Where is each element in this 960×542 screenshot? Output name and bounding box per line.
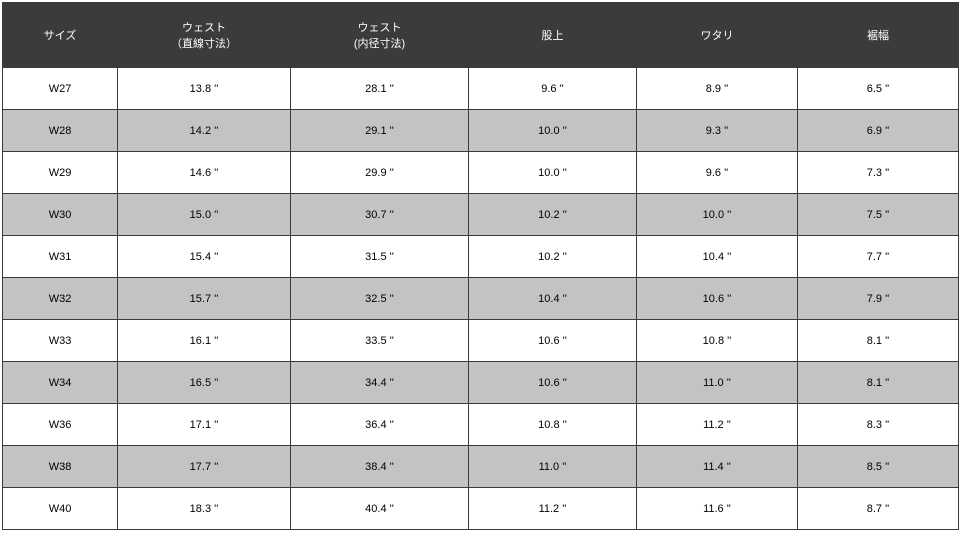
col-header-3: 股上 — [469, 3, 637, 68]
measure-cell: 34.4 '' — [291, 362, 469, 404]
measure-cell: 6.9 '' — [798, 110, 959, 152]
measure-cell: 8.7 '' — [798, 488, 959, 530]
measure-cell: 9.3 '' — [637, 110, 798, 152]
measure-cell: 10.2 '' — [469, 194, 637, 236]
measure-cell: 14.2 '' — [118, 110, 291, 152]
measure-cell: 7.7 '' — [798, 236, 959, 278]
measure-cell: 6.5 '' — [798, 68, 959, 110]
size-chart-table: サイズウェスト （直線寸法）ウェスト (内径寸法)股上ワタリ裾幅 W2713.8… — [2, 2, 959, 530]
table-row: W3316.1 ''33.5 ''10.6 ''10.8 ''8.1 '' — [3, 320, 959, 362]
size-chart-tbody: W2713.8 ''28.1 ''9.6 ''8.9 ''6.5 ''W2814… — [3, 68, 959, 530]
measure-cell: 32.5 '' — [291, 278, 469, 320]
measure-cell: 18.3 '' — [118, 488, 291, 530]
measure-cell: 10.2 '' — [469, 236, 637, 278]
measure-cell: 8.3 '' — [798, 404, 959, 446]
measure-cell: 10.6 '' — [469, 320, 637, 362]
measure-cell: 16.5 '' — [118, 362, 291, 404]
measure-cell: 14.6 '' — [118, 152, 291, 194]
measure-cell: 29.9 '' — [291, 152, 469, 194]
measure-cell: 10.8 '' — [637, 320, 798, 362]
size-chart-thead: サイズウェスト （直線寸法）ウェスト (内径寸法)股上ワタリ裾幅 — [3, 3, 959, 68]
measure-cell: 10.8 '' — [469, 404, 637, 446]
size-cell: W27 — [3, 68, 118, 110]
measure-cell: 7.3 '' — [798, 152, 959, 194]
measure-cell: 10.6 '' — [469, 362, 637, 404]
size-cell: W32 — [3, 278, 118, 320]
table-row: W4018.3 ''40.4 ''11.2 ''11.6 ''8.7 '' — [3, 488, 959, 530]
size-cell: W30 — [3, 194, 118, 236]
col-header-5: 裾幅 — [798, 3, 959, 68]
size-cell: W34 — [3, 362, 118, 404]
table-row: W2713.8 ''28.1 ''9.6 ''8.9 ''6.5 '' — [3, 68, 959, 110]
measure-cell: 9.6 '' — [469, 68, 637, 110]
col-header-1: ウェスト （直線寸法） — [118, 3, 291, 68]
measure-cell: 30.7 '' — [291, 194, 469, 236]
col-header-2: ウェスト (内径寸法) — [291, 3, 469, 68]
measure-cell: 7.5 '' — [798, 194, 959, 236]
table-row: W3617.1 ''36.4 ''10.8 ''11.2 ''8.3 '' — [3, 404, 959, 446]
col-header-4: ワタリ — [637, 3, 798, 68]
table-row: W3215.7 ''32.5 ''10.4 ''10.6 ''7.9 '' — [3, 278, 959, 320]
size-cell: W28 — [3, 110, 118, 152]
measure-cell: 13.8 '' — [118, 68, 291, 110]
header-row: サイズウェスト （直線寸法）ウェスト (内径寸法)股上ワタリ裾幅 — [3, 3, 959, 68]
size-cell: W38 — [3, 446, 118, 488]
measure-cell: 11.0 '' — [637, 362, 798, 404]
measure-cell: 15.4 '' — [118, 236, 291, 278]
table-row: W2814.2 ''29.1 ''10.0 ''9.3 ''6.9 '' — [3, 110, 959, 152]
measure-cell: 8.5 '' — [798, 446, 959, 488]
table-row: W2914.6 ''29.9 ''10.0 ''9.6 ''7.3 '' — [3, 152, 959, 194]
measure-cell: 11.6 '' — [637, 488, 798, 530]
table-row: W3416.5 ''34.4 ''10.6 ''11.0 ''8.1 '' — [3, 362, 959, 404]
measure-cell: 9.6 '' — [637, 152, 798, 194]
measure-cell: 31.5 '' — [291, 236, 469, 278]
measure-cell: 17.7 '' — [118, 446, 291, 488]
measure-cell: 11.2 '' — [469, 488, 637, 530]
measure-cell: 10.6 '' — [637, 278, 798, 320]
measure-cell: 8.9 '' — [637, 68, 798, 110]
size-cell: W31 — [3, 236, 118, 278]
measure-cell: 17.1 '' — [118, 404, 291, 446]
measure-cell: 40.4 '' — [291, 488, 469, 530]
size-cell: W36 — [3, 404, 118, 446]
measure-cell: 10.4 '' — [469, 278, 637, 320]
table-row: W3015.0 ''30.7 ''10.2 ''10.0 ''7.5 '' — [3, 194, 959, 236]
table-row: W3817.7 ''38.4 ''11.0 ''11.4 ''8.5 '' — [3, 446, 959, 488]
measure-cell: 29.1 '' — [291, 110, 469, 152]
size-cell: W29 — [3, 152, 118, 194]
measure-cell: 8.1 '' — [798, 362, 959, 404]
measure-cell: 11.2 '' — [637, 404, 798, 446]
size-cell: W40 — [3, 488, 118, 530]
measure-cell: 11.0 '' — [469, 446, 637, 488]
measure-cell: 8.1 '' — [798, 320, 959, 362]
measure-cell: 16.1 '' — [118, 320, 291, 362]
measure-cell: 11.4 '' — [637, 446, 798, 488]
measure-cell: 10.0 '' — [637, 194, 798, 236]
size-cell: W33 — [3, 320, 118, 362]
measure-cell: 38.4 '' — [291, 446, 469, 488]
measure-cell: 15.7 '' — [118, 278, 291, 320]
measure-cell: 10.0 '' — [469, 152, 637, 194]
measure-cell: 10.0 '' — [469, 110, 637, 152]
measure-cell: 28.1 '' — [291, 68, 469, 110]
measure-cell: 10.4 '' — [637, 236, 798, 278]
measure-cell: 33.5 '' — [291, 320, 469, 362]
col-header-0: サイズ — [3, 3, 118, 68]
measure-cell: 15.0 '' — [118, 194, 291, 236]
table-row: W3115.4 ''31.5 ''10.2 ''10.4 ''7.7 '' — [3, 236, 959, 278]
measure-cell: 36.4 '' — [291, 404, 469, 446]
measure-cell: 7.9 '' — [798, 278, 959, 320]
